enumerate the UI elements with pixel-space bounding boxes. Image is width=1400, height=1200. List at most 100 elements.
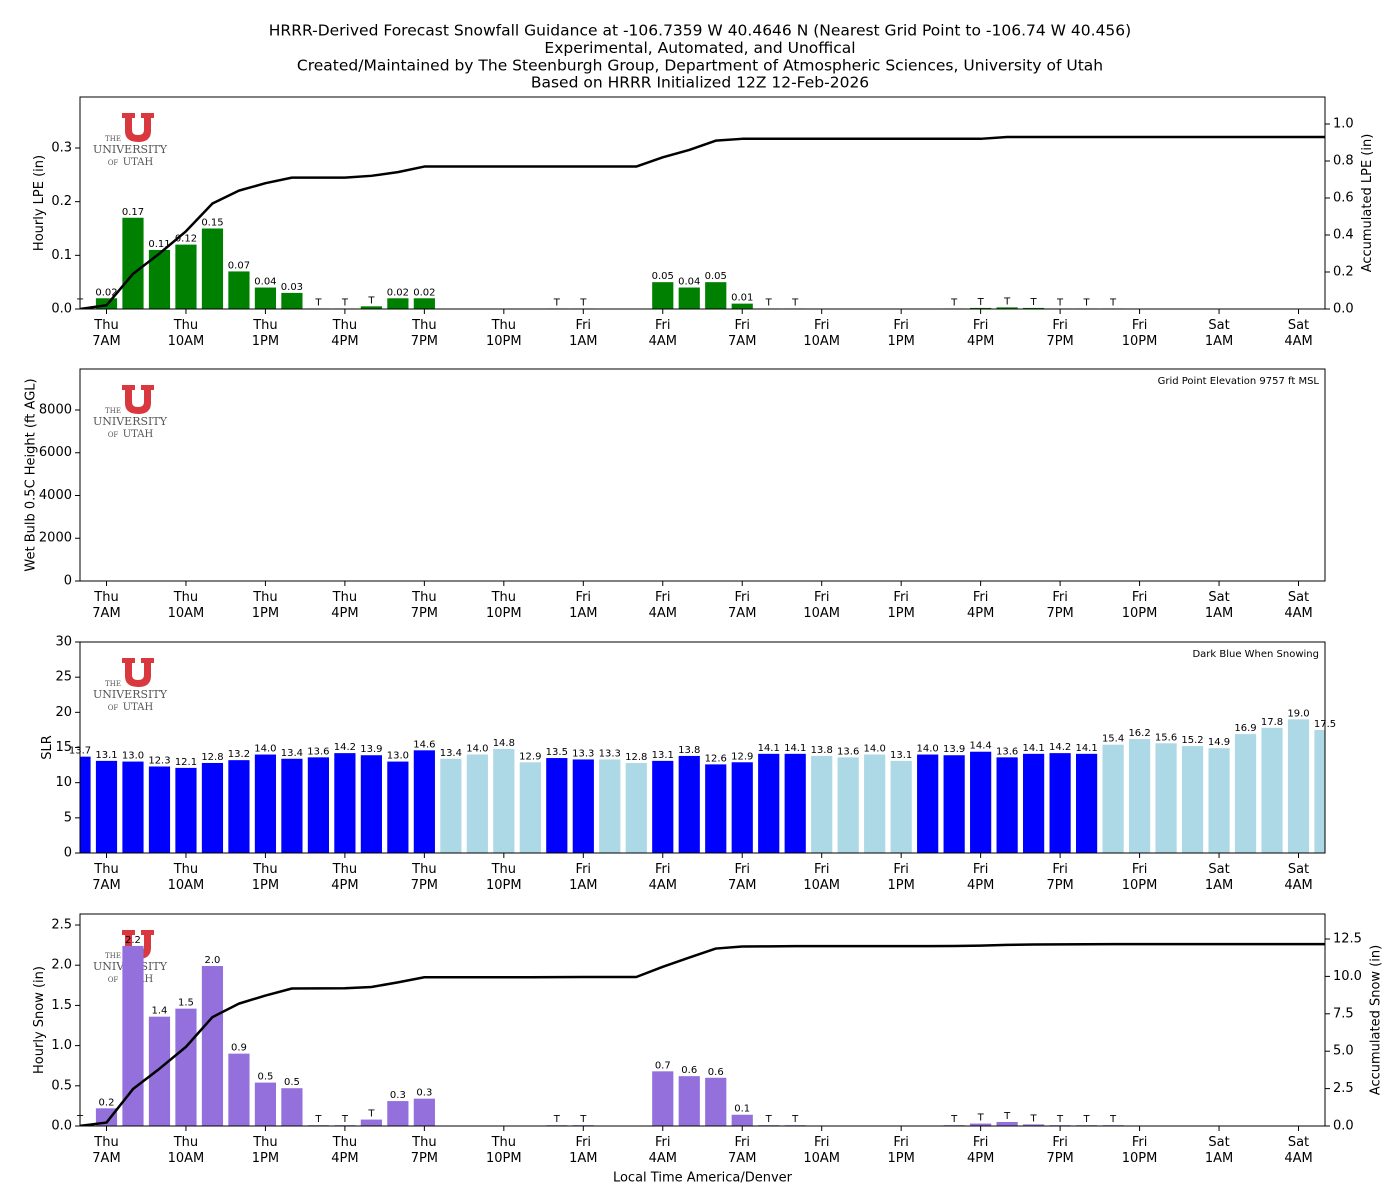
value-label: 0.05 bbox=[705, 271, 727, 282]
x-tick-label-line: Thu bbox=[93, 862, 118, 877]
value-label: 13.3 bbox=[572, 748, 594, 759]
x-tick-label-line: Thu bbox=[332, 318, 357, 333]
y2-axis-label: Accumulated Snow (in) bbox=[1368, 945, 1383, 1095]
x-tick-label-line: 1AM bbox=[569, 878, 597, 893]
y-tick-label: 10 bbox=[55, 775, 72, 790]
value-label: T bbox=[367, 295, 375, 306]
x-tick-label: Fri 10PM bbox=[1122, 862, 1158, 893]
value-label: 0.07 bbox=[228, 260, 250, 271]
y2-tick-label: 1.0 bbox=[1333, 117, 1354, 132]
x-tick-label-line: Fri bbox=[655, 1135, 671, 1150]
value-label: 0.11 bbox=[148, 239, 170, 250]
y-tick-label: 15 bbox=[55, 740, 72, 755]
bar bbox=[758, 753, 780, 853]
x-tick-label: Thu 7PM bbox=[411, 318, 438, 349]
plot-area bbox=[80, 942, 1325, 1126]
bar bbox=[864, 754, 886, 853]
bar bbox=[175, 1008, 197, 1126]
bar bbox=[996, 1121, 1018, 1126]
bar bbox=[917, 754, 939, 853]
x-tick-label-line: Thu bbox=[332, 862, 357, 877]
x-tick-label: Thu 10AM bbox=[168, 1135, 205, 1166]
x-tick-label: Thu 7AM bbox=[92, 1135, 120, 1166]
x-tick-label: Thu 4PM bbox=[331, 590, 358, 621]
value-label: 16.9 bbox=[1234, 723, 1256, 734]
bar bbox=[996, 757, 1018, 853]
y2-tick-label: 5.0 bbox=[1333, 1044, 1354, 1059]
bar bbox=[1181, 746, 1204, 853]
x-tick-label-line: Sat bbox=[1288, 318, 1309, 333]
bar bbox=[387, 298, 409, 309]
x-tick-label-line: 4PM bbox=[967, 334, 994, 349]
value-label: T bbox=[977, 297, 985, 308]
x-tick-label-line: Sat bbox=[1208, 318, 1229, 333]
x-tick-label-line: 4PM bbox=[331, 334, 358, 349]
x-tick-label-line: Sat bbox=[1208, 1135, 1229, 1150]
value-label: T bbox=[950, 297, 958, 308]
bar bbox=[281, 1088, 303, 1126]
logo-text: UNIVERSITY bbox=[93, 415, 168, 428]
x-tick-label: Fri 4AM bbox=[649, 1135, 677, 1166]
value-label: T bbox=[341, 1114, 349, 1125]
x-tick-label-line: Thu bbox=[332, 590, 357, 605]
x-tick-label: Thu 10PM bbox=[486, 1135, 522, 1166]
logo-u bbox=[122, 385, 154, 414]
y-axis-label: SLR bbox=[40, 735, 55, 760]
x-tick-label: Fri 1PM bbox=[888, 1135, 915, 1166]
x-tick-label: Fri 4AM bbox=[649, 862, 677, 893]
value-label: 0.2 bbox=[99, 1097, 115, 1108]
value-label: T bbox=[553, 297, 561, 308]
x-axis-label: Local Time America/Denver bbox=[613, 1171, 793, 1186]
value-label: 0.02 bbox=[95, 287, 117, 298]
annotation: Dark Blue When Snowing bbox=[1192, 649, 1319, 660]
x-tick-label-line: Fri bbox=[893, 590, 909, 605]
bar bbox=[148, 766, 171, 853]
bar bbox=[387, 761, 409, 853]
y-tick-label: 0 bbox=[64, 574, 72, 589]
value-label: 0.5 bbox=[257, 1072, 273, 1083]
x-tick-label-line: 7AM bbox=[728, 334, 756, 349]
x-tick-label: Thu 10AM bbox=[168, 318, 205, 349]
value-label: 13.1 bbox=[95, 750, 117, 761]
suptitle-line: Experimental, Automated, and Unoffical bbox=[544, 39, 855, 57]
x-tick-label-line: 1PM bbox=[252, 1151, 279, 1166]
bar bbox=[413, 750, 435, 853]
x-tick-label: Sat 1AM bbox=[1205, 862, 1233, 893]
x-tick-label-line: Thu bbox=[252, 862, 277, 877]
x-tick-label-line: Fri bbox=[973, 1135, 989, 1150]
x-tick-label-line: Thu bbox=[332, 1135, 357, 1150]
x-tick-label-line: Thu bbox=[173, 1135, 198, 1150]
value-label: T bbox=[1109, 1114, 1117, 1125]
x-tick-label-line: 4AM bbox=[1284, 334, 1312, 349]
y2-tick-label: 0.0 bbox=[1333, 302, 1354, 317]
logo-text: UTAH bbox=[123, 702, 154, 713]
x-tick-label: Fri 1PM bbox=[888, 862, 915, 893]
value-label: T bbox=[579, 297, 587, 308]
value-label: 14.0 bbox=[466, 744, 488, 755]
x-tick-label-line: 10AM bbox=[803, 878, 840, 893]
value-label: 13.0 bbox=[122, 751, 144, 762]
value-label: 14.1 bbox=[1022, 743, 1044, 754]
bar bbox=[334, 753, 356, 853]
bar bbox=[1128, 739, 1151, 853]
axes-frame bbox=[79, 913, 1326, 1127]
x-tick-label: Thu 10AM bbox=[168, 862, 205, 893]
value-label: 13.0 bbox=[387, 751, 409, 762]
bar bbox=[1023, 1124, 1045, 1126]
x-tick-label-line: Thu bbox=[491, 318, 516, 333]
bar bbox=[360, 1119, 382, 1126]
x-tick-label-line: 4PM bbox=[331, 878, 358, 893]
x-tick-label-line: Fri bbox=[576, 1135, 592, 1150]
x-tick-label: Fri 7PM bbox=[1046, 590, 1073, 621]
x-tick-label-line: Fri bbox=[814, 862, 830, 877]
value-label: T bbox=[553, 1114, 561, 1125]
bar bbox=[1287, 719, 1310, 853]
x-tick-label: Fri 10AM bbox=[803, 1135, 840, 1166]
x-tick-label: Sat 1AM bbox=[1205, 1135, 1233, 1166]
bar bbox=[678, 1076, 700, 1126]
value-label: T bbox=[765, 297, 773, 308]
x-tick-label-line: Fri bbox=[1132, 1135, 1148, 1150]
y2-tick-label: 2.5 bbox=[1333, 1081, 1354, 1096]
y2-tick-label: 0.4 bbox=[1333, 228, 1354, 243]
